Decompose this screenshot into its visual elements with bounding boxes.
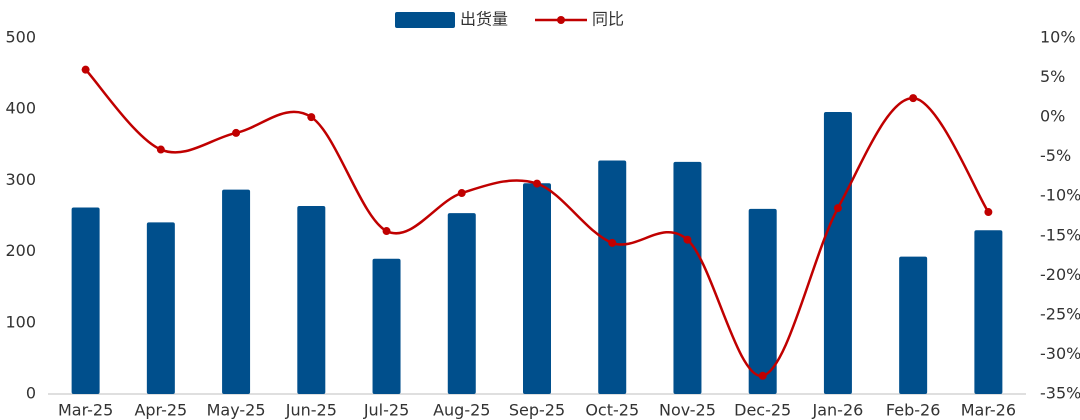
- x-tick-label: Nov-25: [659, 401, 716, 420]
- bar: [71, 207, 100, 394]
- x-tick-label: Mar-26: [961, 401, 1016, 420]
- y-tick-label: 100: [5, 312, 36, 331]
- y2-tick-label: -10%: [1040, 186, 1080, 205]
- bar: [447, 213, 476, 394]
- bar: [523, 183, 551, 394]
- y2-tick-label: -30%: [1040, 344, 1080, 363]
- bar: [899, 256, 928, 394]
- y-tick-label: 0: [26, 384, 36, 403]
- x-tick-label: Oct-25: [585, 401, 639, 420]
- legend-swatch: [395, 12, 455, 28]
- x-tick-label: Jan-26: [812, 401, 864, 420]
- line-point: [156, 145, 165, 154]
- bar: [598, 160, 627, 394]
- x-tick-label: Feb-26: [886, 401, 940, 420]
- line-point: [457, 189, 466, 198]
- line-point: [232, 128, 241, 137]
- line-point: [909, 94, 918, 103]
- x-tick-label: Jun-25: [285, 401, 337, 420]
- legend-label: 同比: [592, 10, 624, 29]
- line-point: [533, 179, 541, 188]
- y-tick-label: 500: [5, 28, 36, 47]
- line-point: [683, 235, 692, 244]
- bar: [222, 189, 251, 394]
- bar: [146, 222, 175, 394]
- bar: [297, 206, 326, 394]
- legend-swatch: [557, 16, 565, 24]
- y2-tick-label: -25%: [1040, 304, 1080, 323]
- x-tick-label: Sep-25: [509, 401, 565, 420]
- y2-tick-label: 0%: [1040, 107, 1065, 126]
- x-tick-label: May-25: [207, 401, 266, 420]
- x-tick-label: Dec-25: [734, 401, 791, 420]
- bar: [372, 258, 401, 394]
- x-tick-label: Mar-25: [58, 401, 113, 420]
- y2-tick-label: 5%: [1040, 67, 1065, 86]
- line-point: [984, 208, 993, 217]
- x-tick-label: Apr-25: [134, 401, 187, 420]
- y2-tick-label: -15%: [1040, 225, 1080, 244]
- bar: [673, 161, 702, 394]
- line-point: [608, 238, 617, 247]
- line: [84, 68, 990, 378]
- y2-tick-label: -5%: [1040, 146, 1071, 165]
- bar: [748, 208, 777, 394]
- line-point: [758, 371, 767, 380]
- y2-tick-label: -20%: [1040, 265, 1080, 284]
- line-point: [81, 65, 90, 74]
- y2-tick-label: -35%: [1040, 384, 1080, 403]
- legend-label: 出货量: [460, 10, 508, 29]
- x-tick-label: Jul-25: [363, 401, 409, 420]
- bar: [974, 230, 1003, 394]
- y2-tick-label: 10%: [1040, 28, 1076, 47]
- line-point: [382, 227, 391, 236]
- bar: [823, 112, 852, 394]
- line-point: [307, 113, 316, 122]
- x-tick-label: Aug-25: [433, 401, 490, 420]
- line-point: [833, 204, 842, 213]
- y-tick-label: 400: [5, 99, 36, 118]
- y-tick-label: 300: [5, 170, 36, 189]
- y-tick-label: 200: [5, 241, 36, 260]
